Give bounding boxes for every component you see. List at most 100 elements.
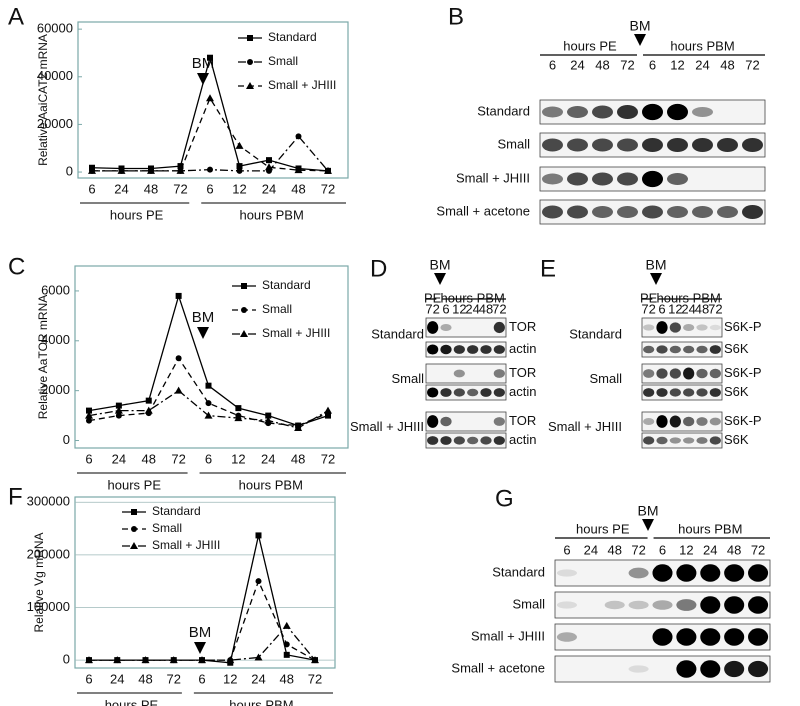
blot-band bbox=[724, 660, 745, 678]
lane-label: 24 bbox=[465, 301, 479, 316]
legend-marker bbox=[241, 283, 247, 289]
blot-band bbox=[669, 345, 681, 354]
legend-label: Small bbox=[268, 54, 298, 68]
row-label: Standard bbox=[492, 564, 545, 579]
x-tick-label: 48 bbox=[144, 181, 158, 196]
blot-band bbox=[667, 173, 688, 185]
y-tick-label: 4000 bbox=[41, 332, 70, 347]
blot-band bbox=[692, 137, 713, 153]
blot-band bbox=[453, 388, 465, 397]
lane-label: 72 bbox=[745, 57, 759, 72]
legend-label: Standard bbox=[152, 504, 201, 518]
blot-band bbox=[724, 596, 745, 614]
blot-band bbox=[676, 599, 697, 611]
blot-band bbox=[493, 345, 505, 354]
series-line bbox=[88, 356, 329, 427]
x-tick-label: 48 bbox=[280, 671, 294, 686]
y-axis-label: Relative AaTOR mRNA bbox=[36, 295, 50, 419]
x-tick-label: 6 bbox=[85, 671, 92, 686]
panel-label: D bbox=[370, 255, 387, 282]
y-tick-label: 2000 bbox=[41, 382, 70, 397]
panel-label: F bbox=[8, 483, 23, 510]
data-point bbox=[205, 382, 212, 389]
group-label: hours PE bbox=[576, 521, 630, 536]
x-tick-label: 24 bbox=[112, 451, 126, 466]
blot-band bbox=[656, 345, 668, 354]
annotation-arrow bbox=[197, 73, 209, 85]
blot-band bbox=[656, 321, 668, 334]
blot-band bbox=[709, 324, 721, 331]
data-point bbox=[324, 166, 332, 174]
data-point bbox=[255, 532, 262, 539]
x-tick-label: 24 bbox=[110, 671, 124, 686]
blot-band bbox=[676, 660, 697, 678]
blot-band bbox=[696, 368, 708, 379]
lane-label: 24 bbox=[703, 542, 717, 557]
y-tick-label: 6000 bbox=[41, 282, 70, 297]
blot-band bbox=[480, 436, 492, 445]
data-point bbox=[294, 166, 303, 174]
blot-band bbox=[628, 567, 649, 579]
y-tick-label: 60000 bbox=[37, 21, 73, 36]
row-label: Standard bbox=[477, 103, 530, 118]
legend-marker bbox=[241, 307, 247, 313]
data-point bbox=[254, 653, 263, 661]
legend-marker bbox=[131, 526, 137, 532]
blot-band bbox=[748, 660, 769, 678]
x-tick-label: 48 bbox=[291, 451, 305, 466]
band-label: S6K-P bbox=[724, 319, 762, 334]
data-point bbox=[264, 416, 273, 424]
blot-band bbox=[440, 323, 452, 332]
lane-label: 72 bbox=[708, 301, 722, 316]
blot-strip bbox=[641, 432, 723, 449]
group-label: PE bbox=[424, 290, 442, 305]
blot-band bbox=[669, 437, 681, 444]
data-point bbox=[205, 400, 212, 407]
blot-band bbox=[480, 345, 492, 354]
lane-label: 24 bbox=[695, 57, 709, 72]
lane-label: 6 bbox=[649, 57, 656, 72]
blot-band bbox=[692, 206, 713, 218]
row-label: Small bbox=[497, 136, 530, 151]
panel-label: C bbox=[8, 253, 25, 280]
bm-label: BM bbox=[638, 503, 659, 519]
bm-arrow bbox=[634, 34, 646, 46]
bm-arrow bbox=[650, 273, 662, 285]
row-label: Small + JHIII bbox=[350, 419, 424, 434]
x-tick-label: 72 bbox=[321, 451, 335, 466]
lane-label: 6 bbox=[442, 301, 449, 316]
blot-band bbox=[453, 369, 465, 378]
blot-band bbox=[592, 138, 613, 152]
x-tick-label: 24 bbox=[251, 671, 265, 686]
data-point bbox=[294, 424, 303, 432]
group-label: hours PBM bbox=[670, 38, 734, 53]
blot-band bbox=[676, 628, 697, 646]
band-label: S6K bbox=[724, 432, 749, 447]
y-tick-label: 0 bbox=[63, 652, 70, 667]
band-label: TOR bbox=[509, 413, 536, 428]
group-label: hours PE bbox=[563, 38, 617, 53]
data-point bbox=[115, 412, 122, 419]
lane-label: 48 bbox=[727, 542, 741, 557]
x-tick-label: 24 bbox=[114, 181, 128, 196]
blot-band bbox=[692, 107, 713, 117]
blot-band bbox=[669, 415, 681, 428]
blot-band bbox=[667, 137, 688, 153]
blot-band bbox=[567, 172, 588, 186]
x-tick-label: 72 bbox=[171, 451, 185, 466]
blot-band bbox=[628, 600, 649, 610]
bm-label: BM bbox=[630, 18, 651, 34]
data-point bbox=[207, 166, 213, 173]
x-tick-label: 12 bbox=[231, 451, 245, 466]
data-point bbox=[175, 355, 182, 362]
data-point bbox=[85, 656, 93, 664]
blot-band bbox=[642, 103, 663, 121]
x-tick-label: 6 bbox=[206, 181, 213, 196]
bm-label: BM bbox=[430, 257, 451, 273]
data-point bbox=[283, 651, 290, 658]
row-label: Small bbox=[512, 596, 545, 611]
blot-band bbox=[642, 170, 663, 188]
blot-band bbox=[656, 368, 668, 379]
x-tick-label: 72 bbox=[173, 181, 187, 196]
